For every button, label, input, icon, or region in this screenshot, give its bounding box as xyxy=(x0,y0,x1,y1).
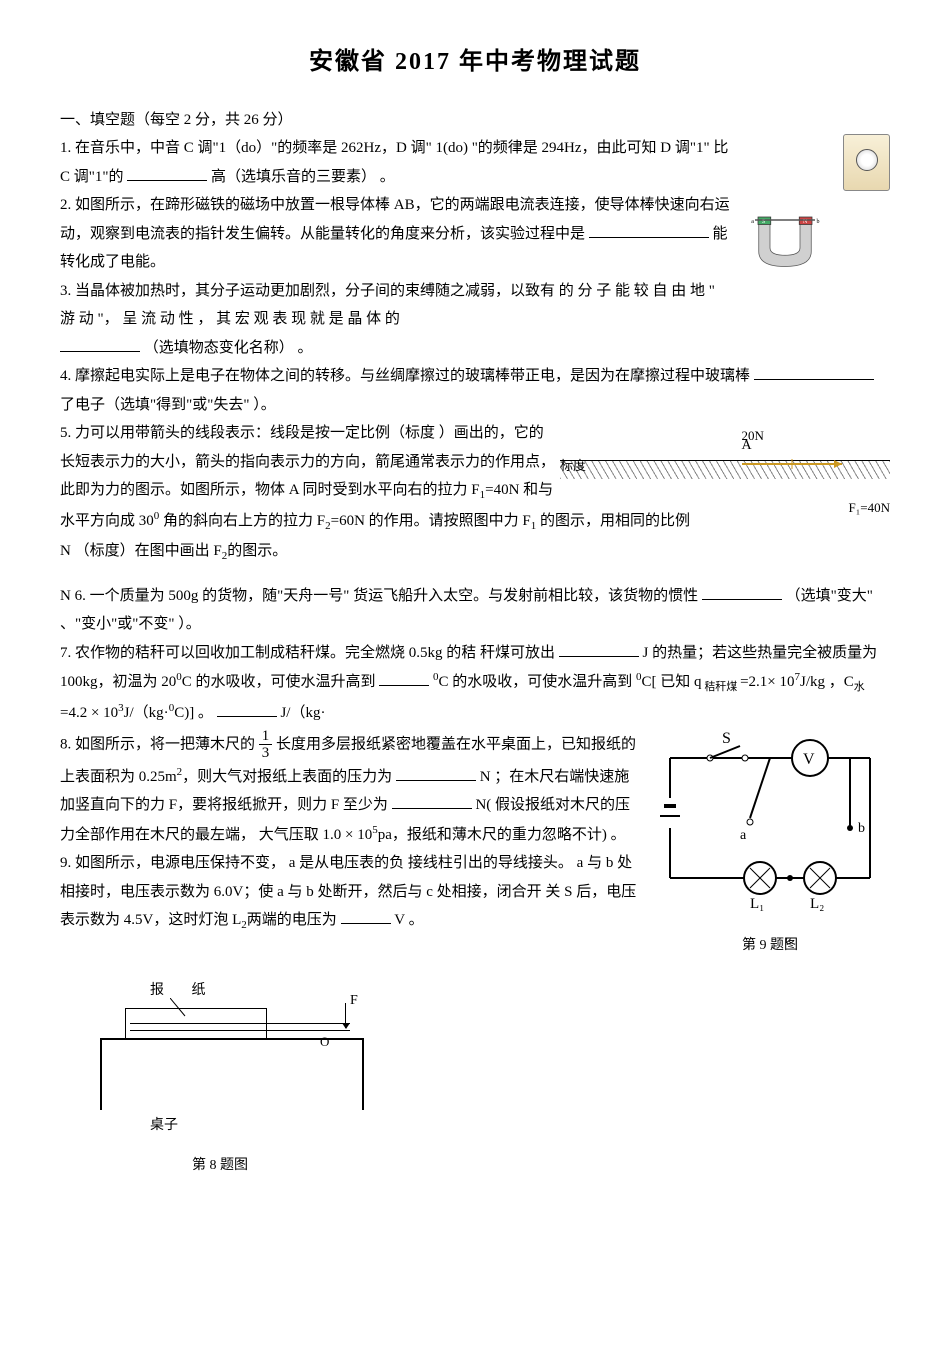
q7-text-4: C 的水吸收，可使水温升高到 xyxy=(439,674,633,690)
q8-text-3: ，则大气对报纸上表面的压力为 xyxy=(182,769,392,785)
q7-text-1: 7. 农作物的秸秆可以回收加工制成秸秆煤。完全燃烧 0.5kg 的秸 秆煤可放出 xyxy=(60,645,555,661)
q8-blank-1 xyxy=(396,765,476,781)
q5-text-4: =60N 的作用。请按照图中力 F xyxy=(331,513,531,529)
q8-text-6: pa，报纸和薄木尺的重力忽略不计) 。 xyxy=(378,827,626,843)
q4-text-2: 了电子（选填"得到"或"失去" ）。 xyxy=(60,397,276,413)
question-6: N 6. 一个质量为 500g 的货物，随"天舟一号" 货运飞船升入太空。与发射… xyxy=(60,582,890,639)
q5-arrow-icon xyxy=(742,439,862,469)
q9-a-label: a xyxy=(740,823,746,850)
q2-blank xyxy=(589,222,709,238)
q3-text-1: 3. 当晶体被加热时，其分子运动更加剧烈，分子间的束缚随之减弱，以致有 的 分 … xyxy=(60,283,715,328)
q8-force-arrow-icon xyxy=(345,1003,346,1028)
q7-sub1: 秸秆煤 xyxy=(702,681,741,693)
figure-q8: 报 纸 F O 桌子 第 8 题图 xyxy=(60,968,380,1180)
q6-text-1: 6. 一个质量为 500g 的货物，随"天舟一号" 货运飞船升入太空。与发射前相… xyxy=(75,588,699,604)
q7-text-6: =2.1× 10 xyxy=(740,674,794,690)
q5-text-1: 5. 力可以用带箭头的线段表示：线段是按一定比例（标度 ）画出的，它的 长短表示… xyxy=(60,425,555,498)
q9-c-label: c xyxy=(785,928,791,955)
ammeter-icon xyxy=(843,134,890,191)
q5-text-5: 的图示，用相同的比例 xyxy=(536,513,690,529)
q9-text-3: V 。 xyxy=(394,912,423,928)
q3-text-2: （选填物态变化名称） 。 xyxy=(144,340,313,356)
question-4: 4. 摩擦起电实际上是电子在物体之间的转移。与丝绸摩擦过的玻璃棒带正电，是因为在… xyxy=(60,362,890,419)
q8-O-label: O xyxy=(320,1030,329,1055)
q5-text-7: 的图示。 xyxy=(227,543,287,559)
q7-text-11: C)] 。 xyxy=(174,705,213,721)
q8-ruler xyxy=(130,1023,350,1031)
q8-frac-den: 3 xyxy=(259,745,273,762)
q9-text-2: 两端的电压为 xyxy=(247,912,337,928)
q7-text-5: C[ 已知 q xyxy=(642,674,702,690)
q5-f1-label: F₁=40N xyxy=(849,496,890,521)
page-title: 安徽省 2017 年中考物理试题 xyxy=(60,40,890,86)
q9-caption: 第 9 题图 xyxy=(650,933,890,960)
q8-text-1: 8. 如图所示，将一把薄木尺的 xyxy=(60,736,255,752)
q3-blank xyxy=(60,336,140,352)
q4-text-1: 4. 摩擦起电实际上是电子在物体之间的转移。与丝绸摩擦过的玻璃棒带正电，是因为在… xyxy=(60,368,750,384)
q1-text-post: 高（选填乐音的三要素） 。 xyxy=(211,169,395,185)
question-7: 7. 农作物的秸秆可以回收加工制成秸秆煤。完全燃烧 0.5kg 的秸 秆煤可放出… xyxy=(60,639,890,728)
q7-sub2: 水 xyxy=(854,681,865,693)
section-1-header: 一、填空题（每空 2 分，共 26 分） xyxy=(60,106,890,135)
svg-text:V: V xyxy=(803,751,815,768)
svg-text:L₂: L₂ xyxy=(810,896,824,912)
q8-caption: 第 8 题图 xyxy=(60,1153,380,1180)
q7-blank-2 xyxy=(379,670,429,686)
q8-blank-2 xyxy=(392,793,472,809)
q7-text-12: J/（kg· xyxy=(280,705,325,721)
q9-blank xyxy=(341,908,391,924)
q7-text-10: J/（kg· xyxy=(124,705,169,721)
q8-F-label: F xyxy=(350,988,358,1015)
svg-text:b: b xyxy=(817,219,820,225)
q5-scale-word: 标度 xyxy=(560,454,586,479)
q7-text-7: J/kg xyxy=(800,674,829,690)
q7-blank-3 xyxy=(217,701,277,717)
svg-text:L₁: L₁ xyxy=(750,896,764,912)
q5-N-prefix: N xyxy=(60,543,71,559)
svg-text:b: b xyxy=(858,821,865,836)
q7-blank-1 xyxy=(559,641,639,657)
q8-frac-num: 1 xyxy=(259,728,273,746)
q8-leader-line-icon xyxy=(170,998,190,1018)
q5-text-3: 角的斜向右上方的拉力 F xyxy=(159,513,325,529)
q4-blank xyxy=(754,364,874,380)
q7-text-8: ，C xyxy=(829,674,854,690)
circuit-diagram-icon: S V L₁ L₂ b xyxy=(650,728,890,918)
question-3: 3. 当晶体被加热时，其分子运动更加剧烈，分子间的束缚随之减弱，以致有 的 分 … xyxy=(60,277,890,363)
q7-text-3: C 的水吸收，可使水温升高到 xyxy=(182,674,376,690)
svg-text:S: S xyxy=(722,730,731,747)
q6-N-prefix: N xyxy=(60,588,71,604)
q6-blank xyxy=(702,584,782,600)
q7-text-9: =4.2 × 10 xyxy=(60,705,118,721)
figure-q5-force: 20N A 标度 F₁=40N xyxy=(560,429,890,499)
figure-q2-magnet: S N a b xyxy=(740,134,890,284)
q8-table-label: 桌子 xyxy=(150,1113,178,1140)
horseshoe-magnet-icon: S N a b xyxy=(745,214,825,274)
q5-text-6: （标度）在图中画出 F xyxy=(75,543,222,559)
q1-blank xyxy=(127,165,207,181)
svg-text:a: a xyxy=(751,219,754,225)
figure-q9-circuit: S V L₁ L₂ b a c 第 9 题图 xyxy=(650,728,890,948)
